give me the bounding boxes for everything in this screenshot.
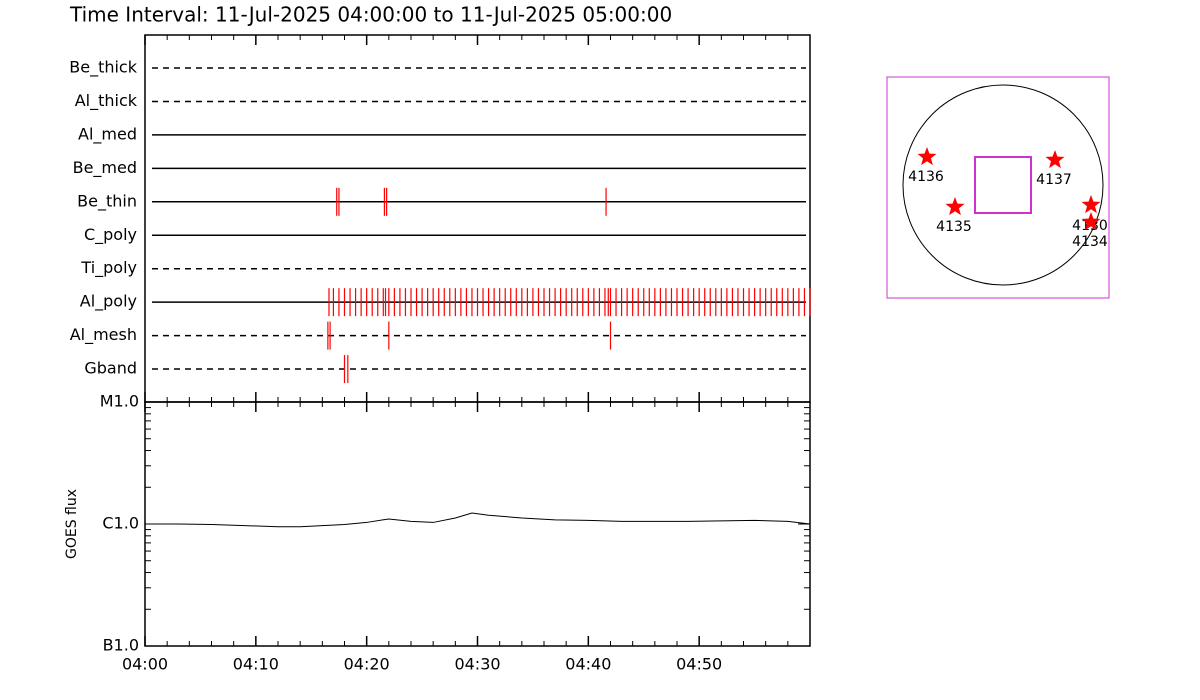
row-label: Be_med	[73, 158, 137, 178]
x-tick-label: 04:00	[122, 655, 168, 674]
region-star	[1081, 212, 1101, 231]
row-label: Al_thick	[75, 91, 138, 111]
x-tick-label: 04:30	[454, 655, 500, 674]
y-tick-label: C1.0	[102, 514, 139, 533]
goes-panel	[144, 401, 811, 647]
sun-map	[886, 76, 1110, 299]
row-label: Be_thick	[69, 58, 137, 78]
row-label: C_poly	[84, 225, 137, 245]
region-label: 4136	[908, 169, 944, 185]
y-tick-label: M1.0	[100, 392, 139, 411]
region-label: 4134	[1072, 234, 1108, 250]
map-frame	[886, 76, 1110, 299]
row-label: Gband	[84, 359, 137, 378]
solar-limb	[902, 84, 1104, 286]
row-label: Al_poly	[80, 292, 137, 312]
region-star	[1045, 150, 1065, 169]
row-label: Ti_poly	[80, 258, 137, 278]
goes-curve	[145, 512, 811, 528]
region-star	[1081, 195, 1101, 214]
region-star	[945, 197, 965, 216]
x-tick-label: 04:10	[233, 655, 279, 674]
region-star	[917, 147, 937, 166]
filter-panel	[144, 34, 811, 403]
region-label: 4137	[1036, 172, 1072, 188]
x-tick-label: 04:50	[676, 655, 722, 674]
row-label: Al_med	[78, 124, 137, 144]
row-label: Be_thin	[77, 191, 137, 211]
x-tick-label: 04:40	[565, 655, 611, 674]
chart-title: Time Interval: 11-Jul-2025 04:00:00 to 1…	[69, 3, 672, 27]
y-axis-label: GOES flux	[64, 489, 80, 559]
region-label: 4135	[936, 219, 972, 235]
x-tick-label: 04:20	[344, 655, 390, 674]
row-label: Al_mesh	[70, 325, 137, 345]
field-of-view	[974, 156, 1032, 214]
y-tick-label: B1.0	[103, 636, 139, 655]
